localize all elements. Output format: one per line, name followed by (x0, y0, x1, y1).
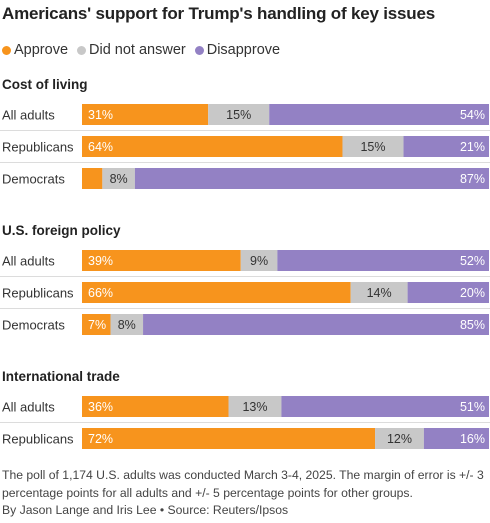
row-label: Republicans (2, 140, 74, 155)
legend-label-did-not-answer: Did not answer (89, 42, 186, 58)
data-label-disapprove: 54% (460, 108, 485, 122)
legend-swatch-approve (2, 45, 11, 55)
byline: By Jason Lange and Iris Lee • Source: Re… (2, 503, 289, 517)
legend: Approve Did not answer Disapprove (2, 41, 289, 59)
data-label-approve: 31% (88, 108, 113, 122)
bar-segment-approve (82, 396, 229, 417)
bar-segment-disapprove (277, 250, 489, 271)
group-title-0: Cost of living (2, 77, 88, 92)
data-label-disapprove: 21% (460, 140, 485, 154)
data-label-disapprove: 85% (460, 318, 485, 332)
data-label-approve: 36% (88, 400, 113, 414)
row-label: All adults (2, 400, 55, 415)
data-label-approve: 64% (88, 140, 113, 154)
data-label-approve: 7% (88, 318, 106, 332)
data-label-approve: 66% (88, 286, 113, 300)
legend-item-did-not-answer: Did not answer (77, 42, 186, 58)
bar-segment-disapprove (134, 168, 489, 189)
bar-segment-approve (82, 282, 351, 303)
legend-swatch-did-not-answer (77, 45, 87, 55)
bar-segment-did-not-answer (102, 168, 135, 189)
methodology-note: The poll of 1,174 U.S. adults was conduc… (2, 468, 484, 500)
row-label: All adults (2, 254, 55, 269)
bar-segment-approve (82, 168, 103, 189)
data-label-disapprove: 52% (460, 254, 485, 268)
bar-segment-disapprove (403, 136, 489, 157)
data-label-approve: 39% (88, 254, 113, 268)
data-label-did-not-answer: 15% (226, 108, 251, 122)
bar-segment-approve (82, 250, 241, 271)
bar-segment-did-not-answer (375, 428, 424, 449)
legend-item-approve: Approve (2, 42, 68, 58)
row-label: Republicans (2, 286, 74, 301)
group-title-1: U.S. foreign policy (2, 223, 121, 238)
row-label: Republicans (2, 432, 74, 447)
group-title-2: International trade (2, 369, 120, 384)
data-label-approve: 72% (88, 432, 113, 446)
data-label-did-not-answer: 9% (250, 254, 268, 268)
bar-segment-did-not-answer (342, 136, 404, 157)
bar-segment-approve (82, 314, 111, 335)
data-label-did-not-answer: 15% (360, 140, 385, 154)
data-label-did-not-answer: 13% (242, 400, 267, 414)
bar-segment-approve (82, 136, 343, 157)
data-label-did-not-answer: 12% (387, 432, 412, 446)
data-label-did-not-answer: 8% (110, 172, 128, 186)
data-label-disapprove: 20% (460, 286, 485, 300)
data-label-did-not-answer: 14% (367, 286, 392, 300)
bar-segment-did-not-answer (240, 250, 278, 271)
data-label-disapprove: 51% (460, 400, 485, 414)
bar-segment-disapprove (143, 314, 490, 335)
data-label-disapprove: 16% (460, 432, 485, 446)
bar-segment-disapprove (269, 104, 489, 125)
bar-segment-approve (82, 104, 209, 125)
row-label: Democrats (2, 172, 65, 187)
bar-segment-disapprove (281, 396, 489, 417)
bar-segment-did-not-answer (228, 396, 282, 417)
bar-segment-did-not-answer (110, 314, 144, 335)
data-label-did-not-answer: 8% (118, 318, 136, 332)
bar-segment-disapprove (423, 428, 489, 449)
bar-segment-did-not-answer (350, 282, 408, 303)
data-label-disapprove: 87% (460, 172, 485, 186)
row-label: Democrats (2, 318, 65, 333)
stacked-bar-chart: Cost of living All adults 31% 15% 54% Republi… (0, 77, 490, 449)
chart-title: Americans' support for Trump's handling … (2, 4, 435, 23)
legend-label-approve: Approve (14, 42, 69, 58)
legend-item-disapprove: Disapprove (194, 42, 281, 58)
bar-segment-approve (82, 428, 376, 449)
bar-segment-did-not-answer (208, 104, 270, 125)
bar-segment-disapprove (407, 282, 489, 303)
row-label: All adults (2, 108, 55, 123)
legend-swatch-disapprove (194, 45, 204, 55)
legend-label-disapprove: Disapprove (206, 42, 281, 58)
